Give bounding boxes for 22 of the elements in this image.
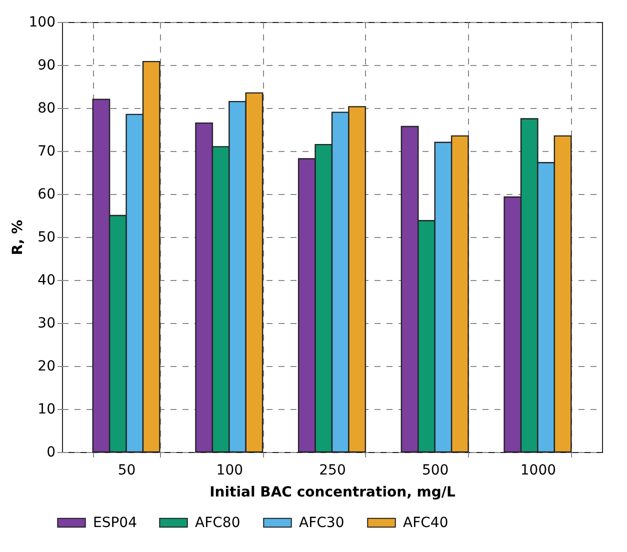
- y-tick-label: 30: [38, 316, 56, 332]
- y-tick-label: 90: [38, 58, 56, 74]
- legend-label: ESP04: [93, 514, 138, 531]
- legend-label: AFC30: [299, 514, 344, 531]
- y-axis-title: R, %: [10, 220, 26, 256]
- y-tick-label: 0: [46, 444, 56, 460]
- y-tick-label: 70: [38, 144, 56, 160]
- y-tick-label: 10: [38, 402, 56, 418]
- y-tick-label: 20: [38, 358, 56, 374]
- y-tick-label: 100: [28, 14, 56, 30]
- x-tick-label: 250: [319, 462, 346, 478]
- y-tick-label: 80: [38, 100, 56, 116]
- legend-label: AFC40: [403, 514, 448, 531]
- x-tick-label: 100: [216, 462, 244, 478]
- legend-label: AFC80: [195, 514, 240, 531]
- x-axis-title: Initial BAC concentration, mg/L: [210, 484, 456, 500]
- y-tick-label: 60: [38, 186, 56, 202]
- y-tick-label: 40: [38, 272, 56, 288]
- x-tick-label: 1000: [520, 462, 556, 478]
- y-tick-label: 50: [38, 230, 56, 246]
- x-tick-label: 500: [422, 462, 449, 478]
- x-tick-label: 50: [118, 462, 136, 478]
